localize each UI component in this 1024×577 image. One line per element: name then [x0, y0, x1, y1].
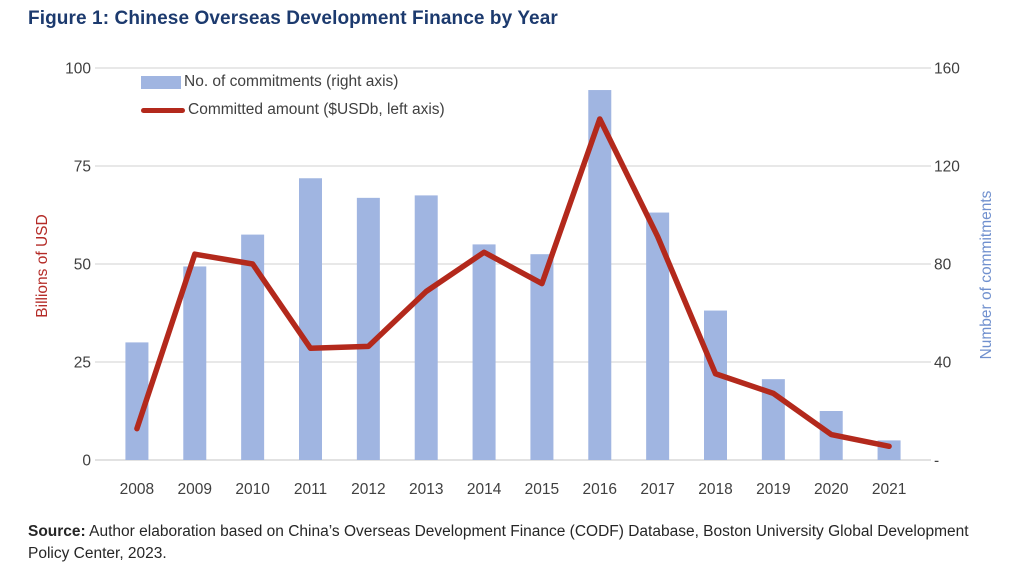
x-label-2021: 2021	[872, 481, 906, 498]
x-label-2008: 2008	[120, 481, 154, 498]
x-label-2012: 2012	[351, 481, 385, 498]
gridlines	[95, 67, 931, 461]
left-tick-label: 0	[82, 453, 91, 470]
x-label-2015: 2015	[525, 481, 559, 498]
source-label: Source:	[28, 523, 86, 540]
bar-2018	[704, 310, 727, 460]
committed-amount-line	[134, 116, 892, 450]
left-tick-label: 100	[65, 61, 91, 78]
bar-2010	[241, 234, 265, 460]
bar-2017	[646, 212, 670, 460]
bar-2013	[414, 195, 438, 460]
left-tick-label: 25	[74, 355, 91, 372]
source-text: Author elaboration based on China’s Over…	[28, 523, 969, 562]
legend-item-committed-amount: Committed amount ($USDb, left axis)	[141, 96, 445, 124]
legend-line-swatch-icon	[141, 107, 185, 113]
right-tick-label: 120	[934, 159, 960, 176]
bar-2016	[588, 90, 612, 461]
x-label-2018: 2018	[698, 481, 732, 498]
right-axis-title: Number of commitments	[978, 190, 995, 360]
x-label-2013: 2013	[409, 481, 443, 498]
x-label-2009: 2009	[178, 481, 212, 498]
x-label-2019: 2019	[756, 481, 790, 498]
x-label-2017: 2017	[640, 481, 674, 498]
legend-item-label: No. of commitments (right axis)	[184, 73, 399, 90]
chart-legend: No. of commitments (right axis) Committe…	[141, 68, 445, 124]
right-axis-ticks: - 40 80 120 160	[934, 61, 960, 470]
x-label-2016: 2016	[583, 481, 617, 498]
commitment-bars	[125, 90, 901, 461]
left-tick-label: 50	[74, 257, 92, 274]
right-tick-label: 160	[934, 61, 960, 78]
right-tick-label: 40	[934, 355, 952, 372]
x-label-2014: 2014	[467, 481, 502, 498]
legend-item-label: Committed amount ($USDb, left axis)	[188, 101, 445, 118]
bar-2012	[356, 197, 380, 460]
x-label-2020: 2020	[814, 481, 849, 498]
right-tick-label: -	[934, 453, 939, 470]
source-note: Source: Author elaboration based on Chin…	[28, 521, 990, 565]
x-label-2010: 2010	[235, 481, 270, 498]
left-axis-ticks: 0 25 50 75 100	[65, 61, 91, 470]
x-label-2011: 2011	[294, 481, 327, 498]
figure-title: Figure 1: Chinese Overseas Development F…	[28, 8, 558, 29]
legend-bar-swatch-icon	[141, 75, 181, 89]
left-tick-label: 75	[74, 159, 91, 176]
bar-2015	[530, 254, 554, 460]
legend-item-commitments: No. of commitments (right axis)	[141, 68, 445, 96]
x-axis-labels: 2008 2009 2010 2011 2012 2013 2014 2015 2016 2017…	[120, 481, 907, 498]
bar-2014	[472, 244, 496, 460]
bar-2009	[183, 266, 207, 460]
left-axis-title: Billions of USD	[34, 214, 51, 318]
bar-2008	[125, 342, 149, 460]
right-tick-label: 80	[934, 257, 952, 274]
bar-2011	[299, 178, 322, 460]
